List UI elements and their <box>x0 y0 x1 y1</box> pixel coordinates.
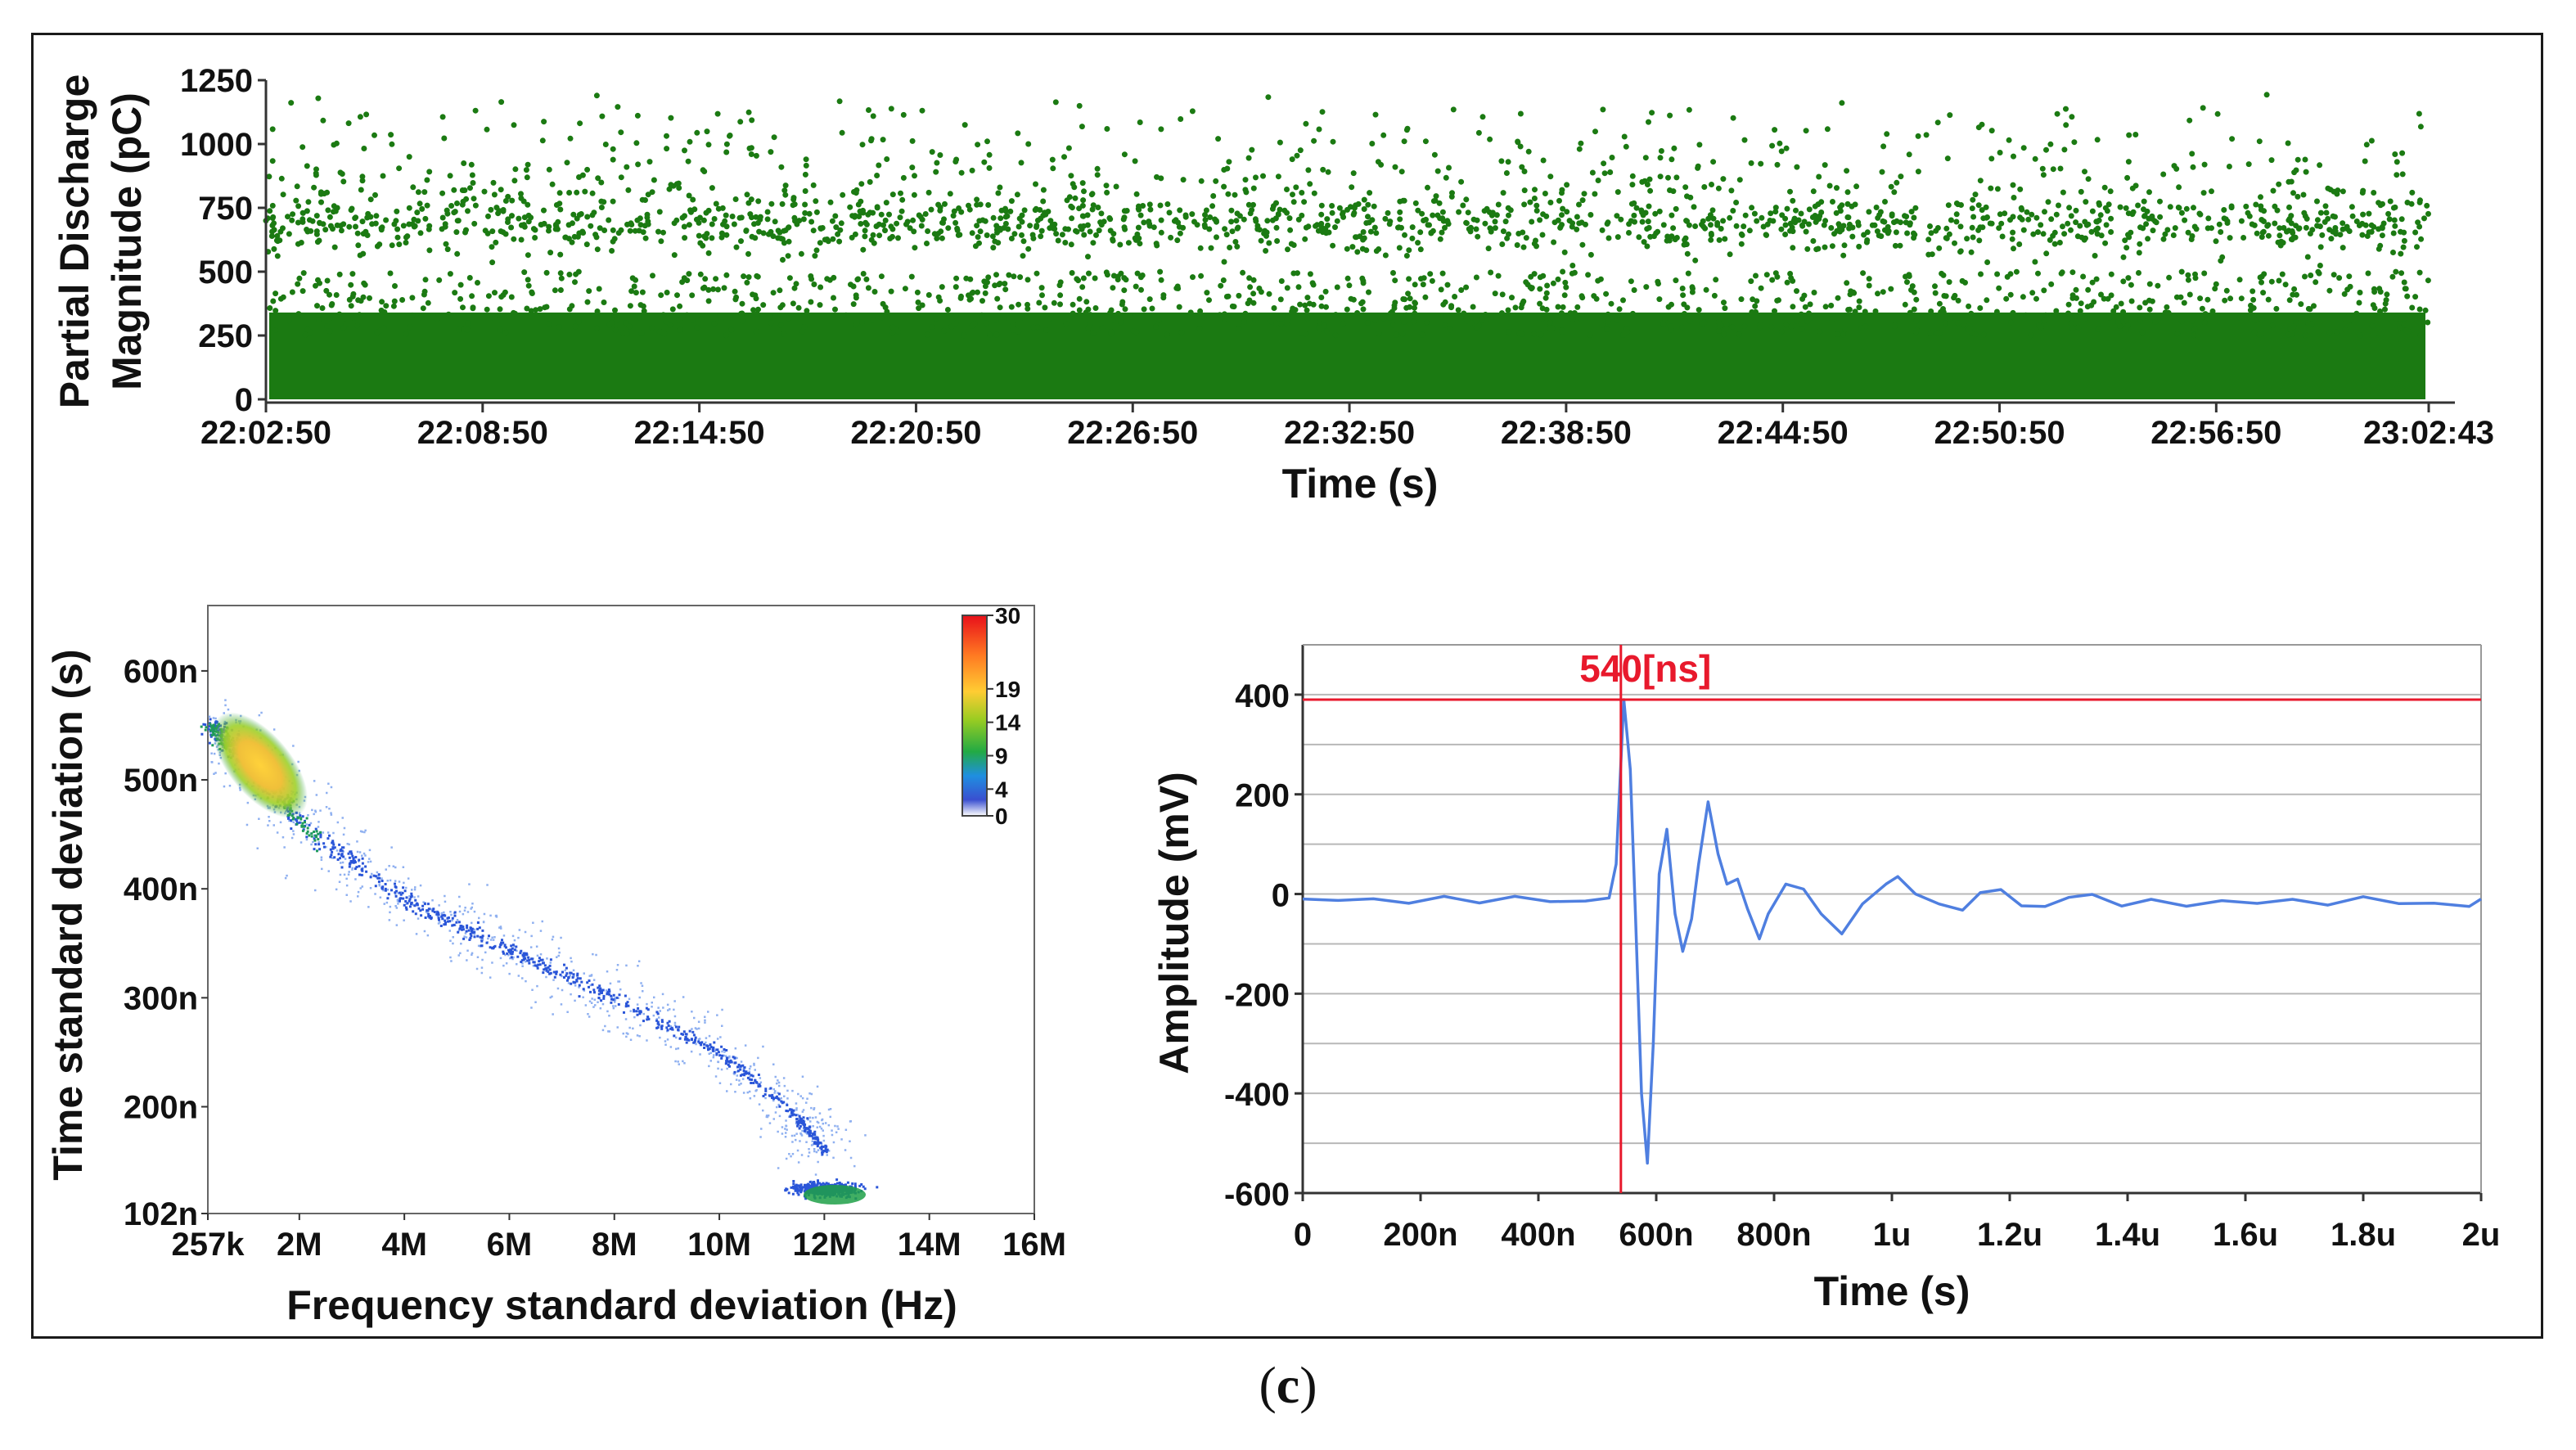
heatmap-x-tick-label: 2M <box>277 1227 322 1263</box>
heatmap-y-tick-label: 400n <box>124 871 198 907</box>
colorbar <box>961 615 988 817</box>
waveform-y-tick-label: 400 <box>1235 678 1290 714</box>
heatmap-x-tick-label: 8M <box>592 1227 637 1263</box>
scatter-y-tick-label: 1000 <box>180 127 253 163</box>
heatmap-x-tick-label: 14M <box>898 1227 961 1263</box>
waveform-x-label: Time (s) <box>1814 1268 1970 1314</box>
scatter-y-tick-label: 0 <box>235 382 253 418</box>
heatmap-y-tick-label: 600n <box>124 654 198 690</box>
scatter-y-label-line2: Magnitude (pC) <box>104 92 150 390</box>
scatter-x-label: Time (s) <box>1282 461 1439 507</box>
colorbar-tick-label: 9 <box>995 744 1008 769</box>
waveform-y-tick-label: -600 <box>1224 1177 1290 1213</box>
heatmap-y-ticks: 102n 200n 300n 400n 500n 600n <box>124 654 208 1232</box>
heatmap-y-tick-label: 300n <box>124 980 198 1016</box>
heatmap-x-tick-label: 10M <box>687 1227 751 1263</box>
heatmap-y-tick-label: 500n <box>124 763 198 799</box>
waveform-y-tick-label: -400 <box>1224 1077 1290 1113</box>
heatmap-x-tick-label: 257k <box>172 1227 245 1263</box>
heatmap-hotspot <box>213 712 308 818</box>
scatter-y-tick-label: 1250 <box>180 63 253 99</box>
waveform-y-tick-label: 200 <box>1235 778 1290 814</box>
scatter-dense-band <box>269 312 2425 399</box>
waveform-x-tick-label: 1.6u <box>2213 1217 2278 1253</box>
waveform-x-tick-label: 1u <box>1873 1217 1912 1253</box>
caption-close: ) <box>1299 1356 1317 1414</box>
heatmap-plot-area <box>207 605 1035 1214</box>
scatter-points <box>263 92 2431 399</box>
waveform-grid <box>1303 644 2481 1145</box>
heatmap-peak-cells <box>200 723 322 853</box>
waveform-x-tick-label: 600n <box>1619 1217 1693 1253</box>
scatter-x-ticks: 22:02:50 22:08:50 22:14:50 22:20:50 22:26:50… <box>200 403 2494 451</box>
scatter-chart: 0 250 500 750 1000 1250 22:02:50 22:08:50 22:14… <box>52 63 2494 507</box>
scatter-x-tick-label: 22:02:50 <box>200 415 331 451</box>
colorbar-tick-label: 4 <box>995 777 1008 802</box>
waveform-series-line <box>1302 698 2482 1165</box>
scatter-dots <box>263 92 2431 339</box>
waveform-y-ticks: 400 200 0 -200 -400 -600 <box>1224 678 1303 1213</box>
heatmap-dense-cells <box>200 718 879 1200</box>
waveform-x-tick-label: 200n <box>1383 1217 1457 1253</box>
heatmap-secondary-cluster <box>804 1185 866 1205</box>
colorbar-ticks: 30 19 14 9 40 <box>987 603 1021 829</box>
waveform-x-tick-label: 800n <box>1736 1217 1811 1253</box>
marker-label: 540[ns] <box>1579 647 1711 690</box>
scatter-x-tick-label: 22:20:50 <box>850 415 981 451</box>
waveform-x-tick-label: 400n <box>1501 1217 1575 1253</box>
scatter-x-tick-label: 22:38:50 <box>1501 415 1632 451</box>
scatter-y-tick-label: 750 <box>198 191 253 227</box>
caption-letter: c <box>1276 1356 1300 1414</box>
scatter-y-tick-label: 250 <box>198 318 253 354</box>
waveform-x-tick-label: 1.4u <box>2095 1217 2160 1253</box>
colorbar-tick-label: 30 <box>995 603 1020 628</box>
scatter-x-tick-label: 22:08:50 <box>417 415 548 451</box>
scatter-x-tick-label: 22:56:50 <box>2150 415 2281 451</box>
heatmap-x-tick-label: 16M <box>1002 1227 1066 1263</box>
scatter-x-tick-label: 22:50:50 <box>1934 415 2065 451</box>
scatter-y-label-line1: Partial Discharge <box>52 74 97 409</box>
colorbar-tick-label: 0 <box>995 804 1008 829</box>
waveform-x-tick-label: 2u <box>2462 1217 2501 1253</box>
waveform-x-ticks: 0 200n 400n 600n 800n 1u 1.2u 1.4u 1.6u 1.8u 2u <box>1294 1193 2500 1253</box>
scatter-y-ticks: 0 250 500 750 1000 1250 <box>180 63 266 418</box>
waveform-chart: 540[ns] 400 200 0 -200 -400 -600 0 200n 400n 600… <box>1151 644 2500 1314</box>
scatter-x-tick-label: 22:44:50 <box>1718 415 1849 451</box>
heatmap-x-tick-label: 4M <box>381 1227 427 1263</box>
waveform-y-tick-label: 0 <box>1272 878 1290 914</box>
waveform-x-tick-label: 0 <box>1294 1217 1312 1253</box>
scatter-x-tick-label: 22:14:50 <box>634 415 765 451</box>
heatmap-y-tick-label: 102n <box>124 1196 198 1232</box>
heatmap-y-tick-label: 200n <box>124 1090 198 1126</box>
caption-open: ( <box>1259 1356 1277 1414</box>
colorbar-tick-label: 19 <box>995 677 1020 702</box>
scatter-y-tick-label: 500 <box>198 254 253 290</box>
figure-frame <box>31 33 2543 1339</box>
figure-caption: (c) <box>0 1355 2576 1416</box>
waveform-x-tick-label: 1.8u <box>2331 1217 2396 1253</box>
heatmap-x-tick-label: 12M <box>792 1227 856 1263</box>
heatmap-x-ticks: 257k 2M 4M 6M 8M 10M 12M 14M 16M <box>172 1214 1066 1263</box>
heatmap-x-label: Frequency standard deviation (Hz) <box>286 1282 957 1328</box>
scatter-x-tick-label: 22:32:50 <box>1284 415 1415 451</box>
waveform-y-label: Amplitude (mV) <box>1151 772 1197 1074</box>
scatter-x-tick-label: 22:26:50 <box>1067 415 1198 451</box>
scatter-x-tick-label: 23:02:43 <box>2363 415 2494 451</box>
colorbar-tick-label: 14 <box>995 710 1021 736</box>
waveform-x-tick-label: 1.2u <box>1977 1217 2042 1253</box>
heatmap-x-tick-label: 6M <box>487 1227 533 1263</box>
heatmap-y-label: Time standard deviation (s) <box>45 649 91 1180</box>
waveform-y-tick-label: -200 <box>1224 977 1290 1013</box>
